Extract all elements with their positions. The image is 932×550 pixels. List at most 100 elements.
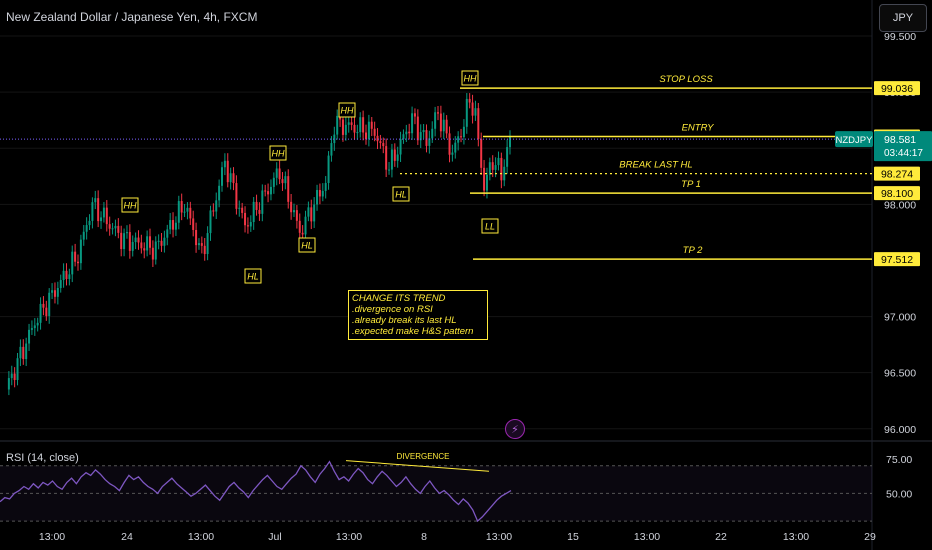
- candle-body: [172, 220, 175, 230]
- candle-body: [232, 173, 235, 184]
- candle-body: [434, 112, 437, 129]
- symbol-tag-text: NZDJPY: [836, 135, 874, 146]
- time-tick: 13:00: [486, 531, 512, 543]
- candle-body: [448, 133, 451, 155]
- candle-body: [200, 243, 203, 246]
- candle-body: [344, 124, 347, 135]
- candle-body: [460, 136, 463, 138]
- candle-body: [22, 346, 25, 360]
- candle-body: [445, 119, 448, 134]
- candle-body: [330, 143, 333, 156]
- candle-body: [59, 280, 62, 289]
- candle-body: [471, 102, 474, 116]
- candle-body: [399, 138, 402, 155]
- candle-body: [48, 292, 51, 317]
- structure-box: [461, 70, 479, 86]
- candle-body: [163, 237, 166, 246]
- candle-body: [269, 186, 272, 195]
- candle-body: [111, 228, 114, 230]
- candle-body: [252, 201, 255, 223]
- lightning-icon[interactable]: ⚡: [505, 419, 525, 439]
- candle-body: [85, 225, 88, 232]
- candle-body: [249, 222, 252, 227]
- price-tick: 97.000: [884, 312, 916, 324]
- candle-body: [157, 240, 160, 242]
- candle-body: [97, 198, 100, 222]
- structure-box: [338, 102, 356, 118]
- candle-body: [149, 236, 151, 248]
- candle-body: [160, 240, 163, 246]
- stop-loss-tag-text: 99.036: [881, 83, 913, 95]
- candle-body: [51, 290, 54, 293]
- time-tick: 13:00: [188, 531, 214, 543]
- candle-body: [94, 198, 97, 203]
- candle-body: [385, 146, 388, 170]
- structure-text: HL: [395, 190, 407, 200]
- candle-body: [388, 169, 391, 171]
- candle-body: [301, 232, 304, 235]
- candle-body: [465, 98, 468, 127]
- candle-body: [151, 247, 154, 260]
- candle-body: [77, 261, 79, 264]
- candle-body: [125, 232, 128, 234]
- candle-body: [304, 216, 307, 235]
- candle-body: [313, 204, 316, 222]
- candle-body: [82, 231, 85, 240]
- time-tick: 13:00: [39, 531, 65, 543]
- candle-body: [393, 149, 396, 161]
- rsi-line: [0, 460, 512, 523]
- time-tick: 24: [121, 531, 133, 543]
- candle-body: [341, 119, 344, 135]
- candle-body: [169, 220, 172, 230]
- note-line: .already break its last HL: [352, 315, 457, 326]
- candle-body: [497, 157, 500, 166]
- candle-body: [261, 190, 264, 214]
- structure-text: HH: [124, 201, 137, 211]
- candle-body: [238, 207, 241, 209]
- candle-body: [336, 115, 339, 135]
- candle-body: [422, 130, 425, 133]
- candle-body: [197, 243, 200, 246]
- candle-body: [186, 207, 189, 212]
- structure-text: HH: [272, 149, 285, 159]
- candle-body: [39, 303, 42, 323]
- current-price-text: 98.581: [884, 134, 916, 146]
- candle-body: [62, 270, 65, 281]
- rsi-tick: 75.00: [886, 454, 912, 466]
- candle-body: [114, 225, 117, 229]
- candle-body: [206, 233, 209, 255]
- time-tick: 13:00: [336, 531, 362, 543]
- candle-body: [367, 121, 370, 140]
- time-tick: 13:00: [634, 531, 660, 543]
- structure-text: LL: [485, 222, 495, 232]
- rsi-band: [0, 465, 872, 522]
- candle-body: [174, 222, 177, 230]
- candle-body: [316, 190, 319, 205]
- break-last-hl-tag-text: 98.274: [881, 169, 913, 181]
- candle-body: [451, 152, 454, 155]
- candle-body: [275, 168, 278, 178]
- candle-body: [16, 358, 19, 381]
- candle-body: [30, 328, 33, 330]
- candle-body: [295, 210, 298, 221]
- candle-body: [128, 232, 131, 251]
- tp1-tag: [874, 186, 920, 201]
- price-tick: 96.500: [884, 368, 916, 380]
- candle-body: [370, 121, 373, 129]
- candle-body: [192, 218, 195, 230]
- candle-body: [71, 251, 74, 275]
- candle-body: [318, 190, 321, 197]
- candle-body: [53, 290, 56, 297]
- candle-body: [56, 288, 59, 297]
- structure-label: HH: [121, 197, 139, 213]
- candle-body: [218, 185, 221, 201]
- candle-body: [140, 242, 143, 249]
- candle-body: [91, 202, 94, 221]
- currency-button[interactable]: JPY: [879, 4, 927, 32]
- stop-loss-label: STOP LOSS: [659, 74, 713, 85]
- candle-body: [223, 160, 226, 168]
- candle-body: [428, 138, 431, 146]
- candle-body: [405, 131, 408, 135]
- candle-body: [480, 139, 483, 168]
